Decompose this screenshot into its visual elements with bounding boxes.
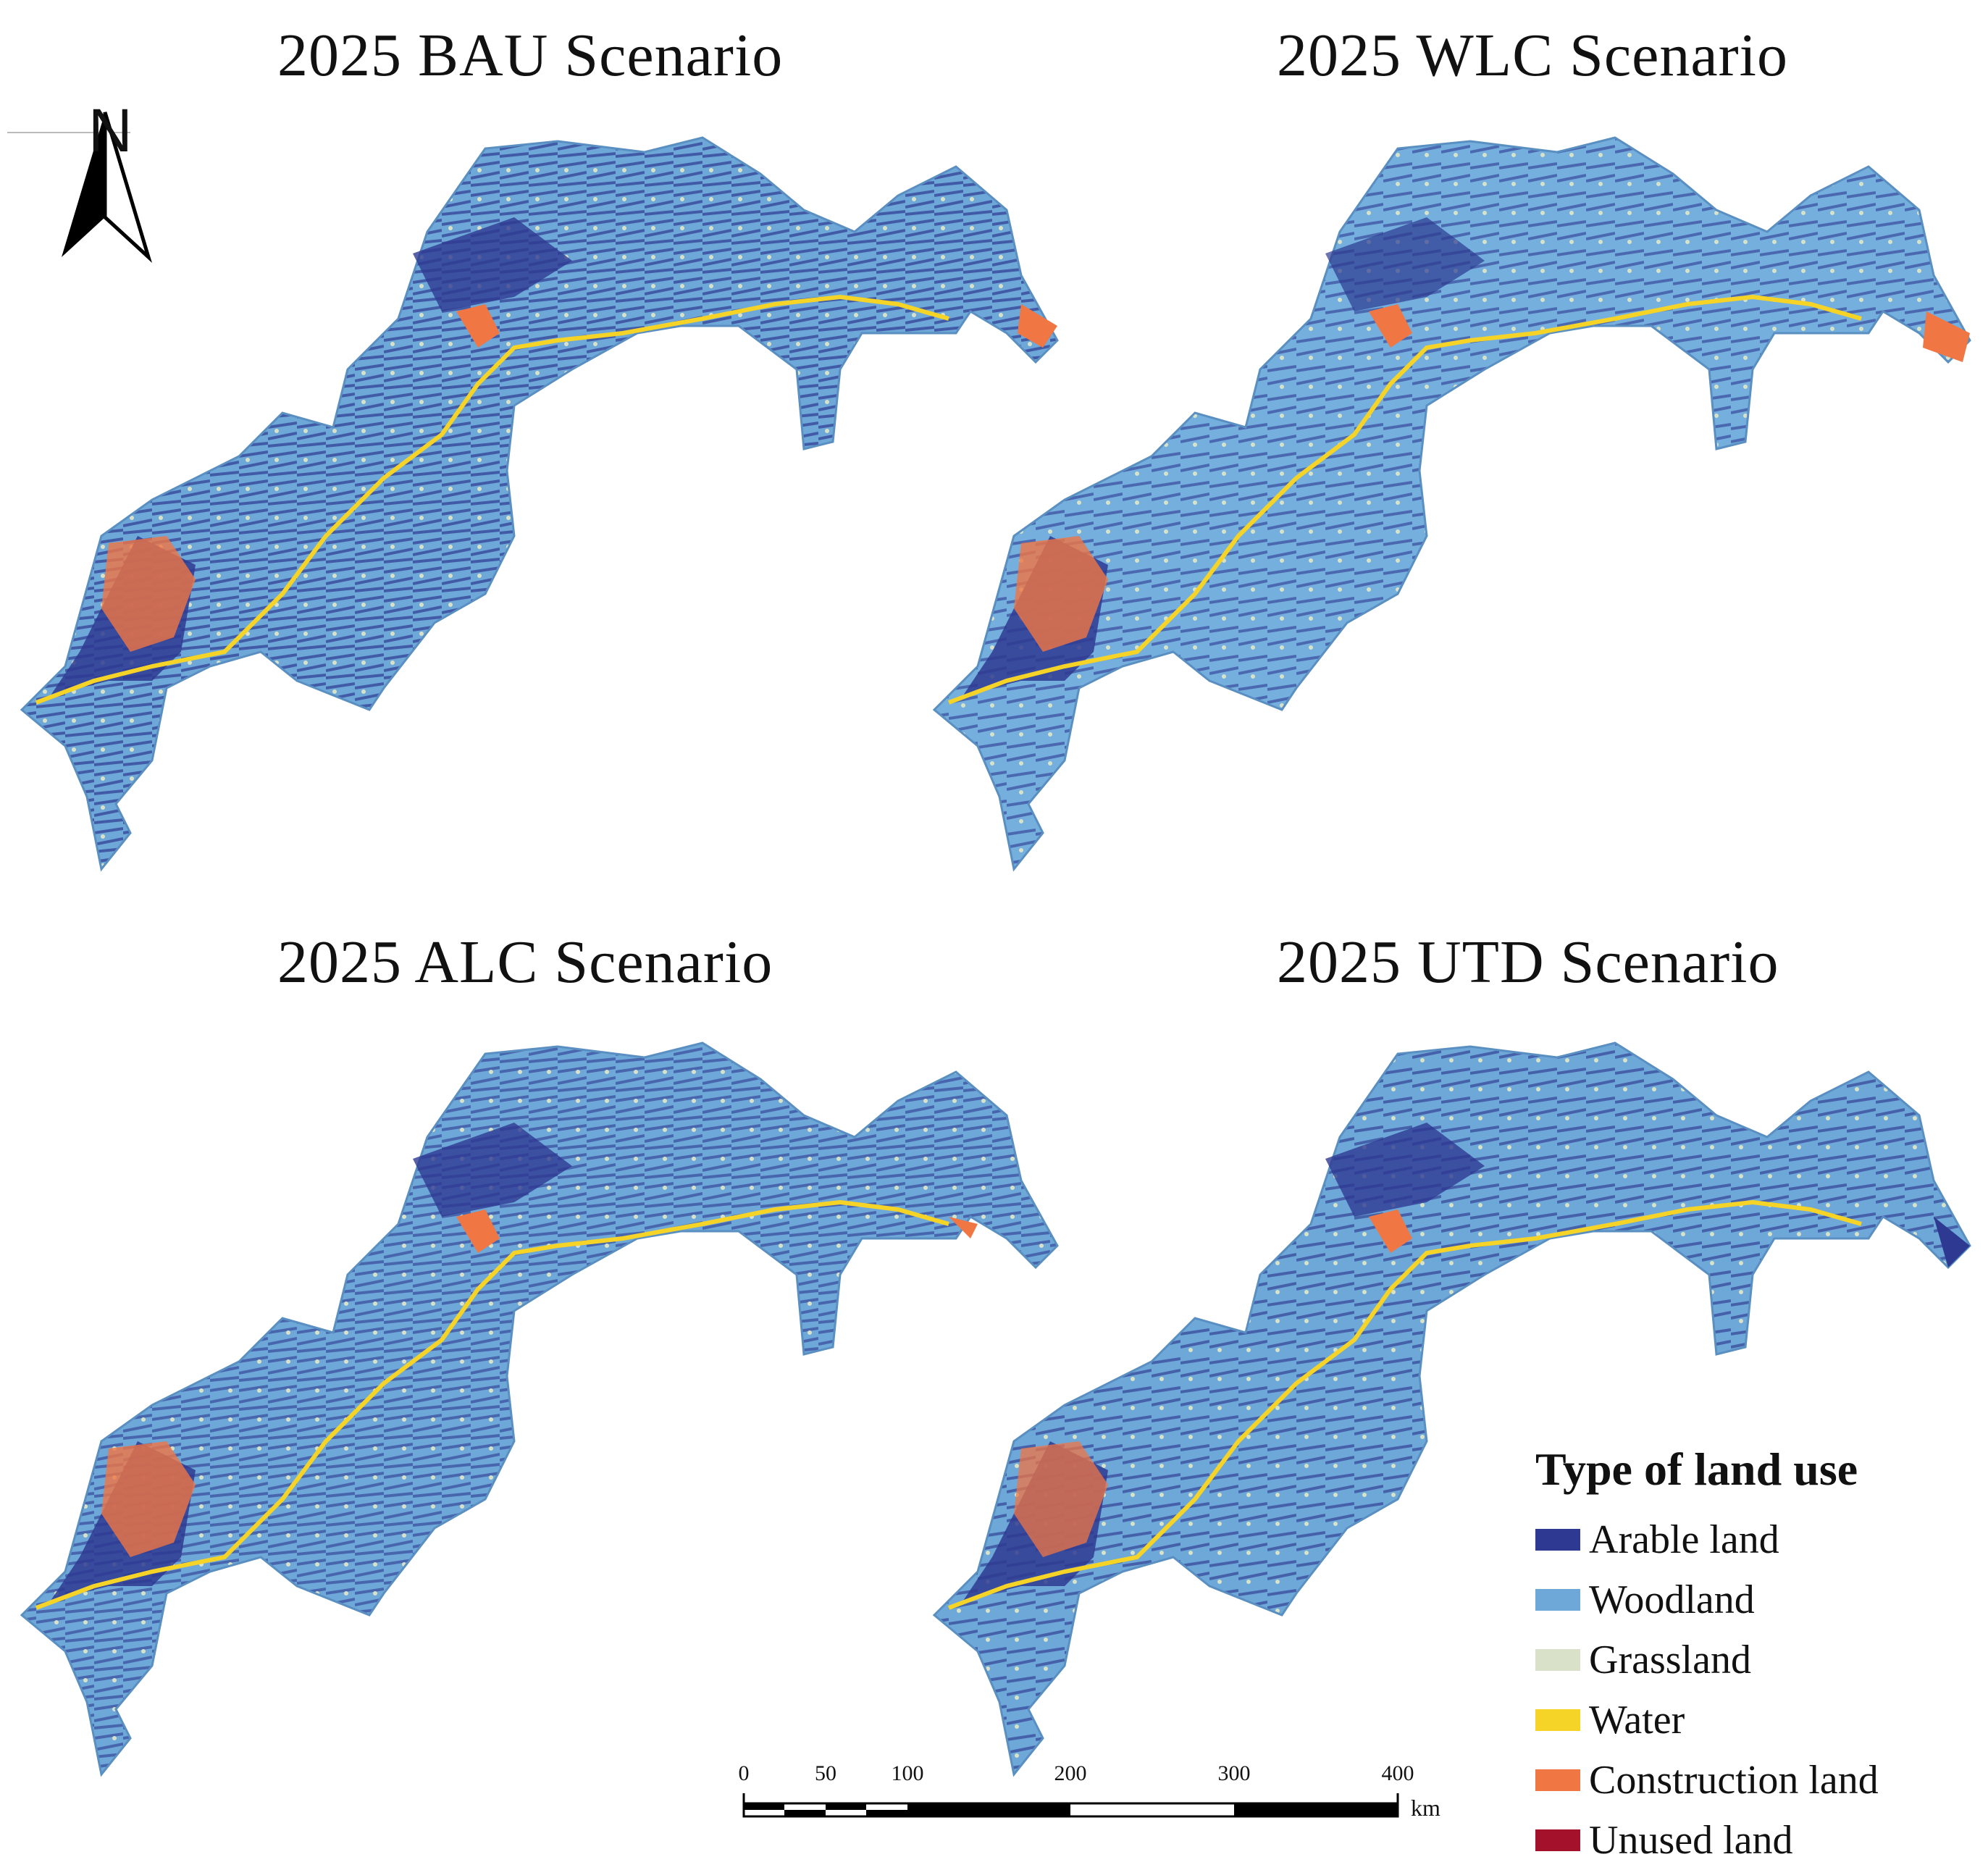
title-wlc: 2025 WLC Scenario: [1277, 22, 1788, 89]
map-panel-wlc: [920, 130, 1984, 898]
map-alc: [20, 1041, 1059, 1777]
legend-swatch: [1535, 1708, 1580, 1731]
scale-tick-label: 200: [1054, 1761, 1087, 1785]
scale-bar: 0 50 100 200 300 400: [731, 1761, 1441, 1848]
scale-tick-label: 0: [738, 1761, 750, 1785]
legend: Type of land use Arable land Woodland Gr…: [1535, 1443, 1970, 1870]
legend-label: Grassland: [1589, 1637, 1751, 1682]
legend-label: Construction land: [1589, 1757, 1879, 1803]
legend-item-construction: Construction land: [1535, 1750, 1970, 1810]
scale-bar-graphic: [742, 1793, 1399, 1818]
legend-item-grassland: Grassland: [1535, 1630, 1970, 1690]
scale-tick-label: 300: [1217, 1761, 1251, 1785]
legend-item-woodland: Woodland: [1535, 1569, 1970, 1630]
title-bau: 2025 BAU Scenario: [277, 22, 784, 89]
legend-swatch: [1535, 1769, 1580, 1791]
title-utd: 2025 UTD Scenario: [1277, 928, 1779, 996]
title-alc: 2025 ALC Scenario: [277, 928, 773, 996]
scale-tick-label: 400: [1381, 1761, 1414, 1785]
legend-label: Water: [1589, 1697, 1685, 1743]
map-panel-alc: [7, 1036, 1072, 1803]
north-arrow-icon: [7, 112, 153, 263]
north-arrow: N: [7, 51, 167, 268]
legend-swatch: [1535, 1588, 1580, 1611]
legend-item-water: Water: [1535, 1690, 1970, 1750]
legend-label: Woodland: [1589, 1577, 1755, 1622]
map-panel-utd: [920, 1036, 1984, 1803]
scale-unit: km: [1411, 1795, 1440, 1821]
legend-swatch: [1535, 1528, 1580, 1551]
legend-swatch: [1535, 1829, 1580, 1851]
legend-item-arable: Arable land: [1535, 1509, 1970, 1569]
legend-label: Arable land: [1589, 1517, 1779, 1562]
legend-item-unused: Unused land: [1535, 1810, 1970, 1870]
map-bau: [20, 136, 1059, 872]
legend-title: Type of land use: [1535, 1443, 1858, 1495]
map-panel-bau: [7, 130, 1072, 898]
north-label: N: [88, 96, 133, 164]
map-wlc: [932, 136, 1971, 872]
legend-label: Unused land: [1589, 1817, 1793, 1863]
scale-tick-label: 50: [815, 1761, 836, 1785]
scale-tick-label: 100: [891, 1761, 924, 1785]
legend-swatch: [1535, 1648, 1580, 1671]
map-utd: [932, 1041, 1971, 1777]
